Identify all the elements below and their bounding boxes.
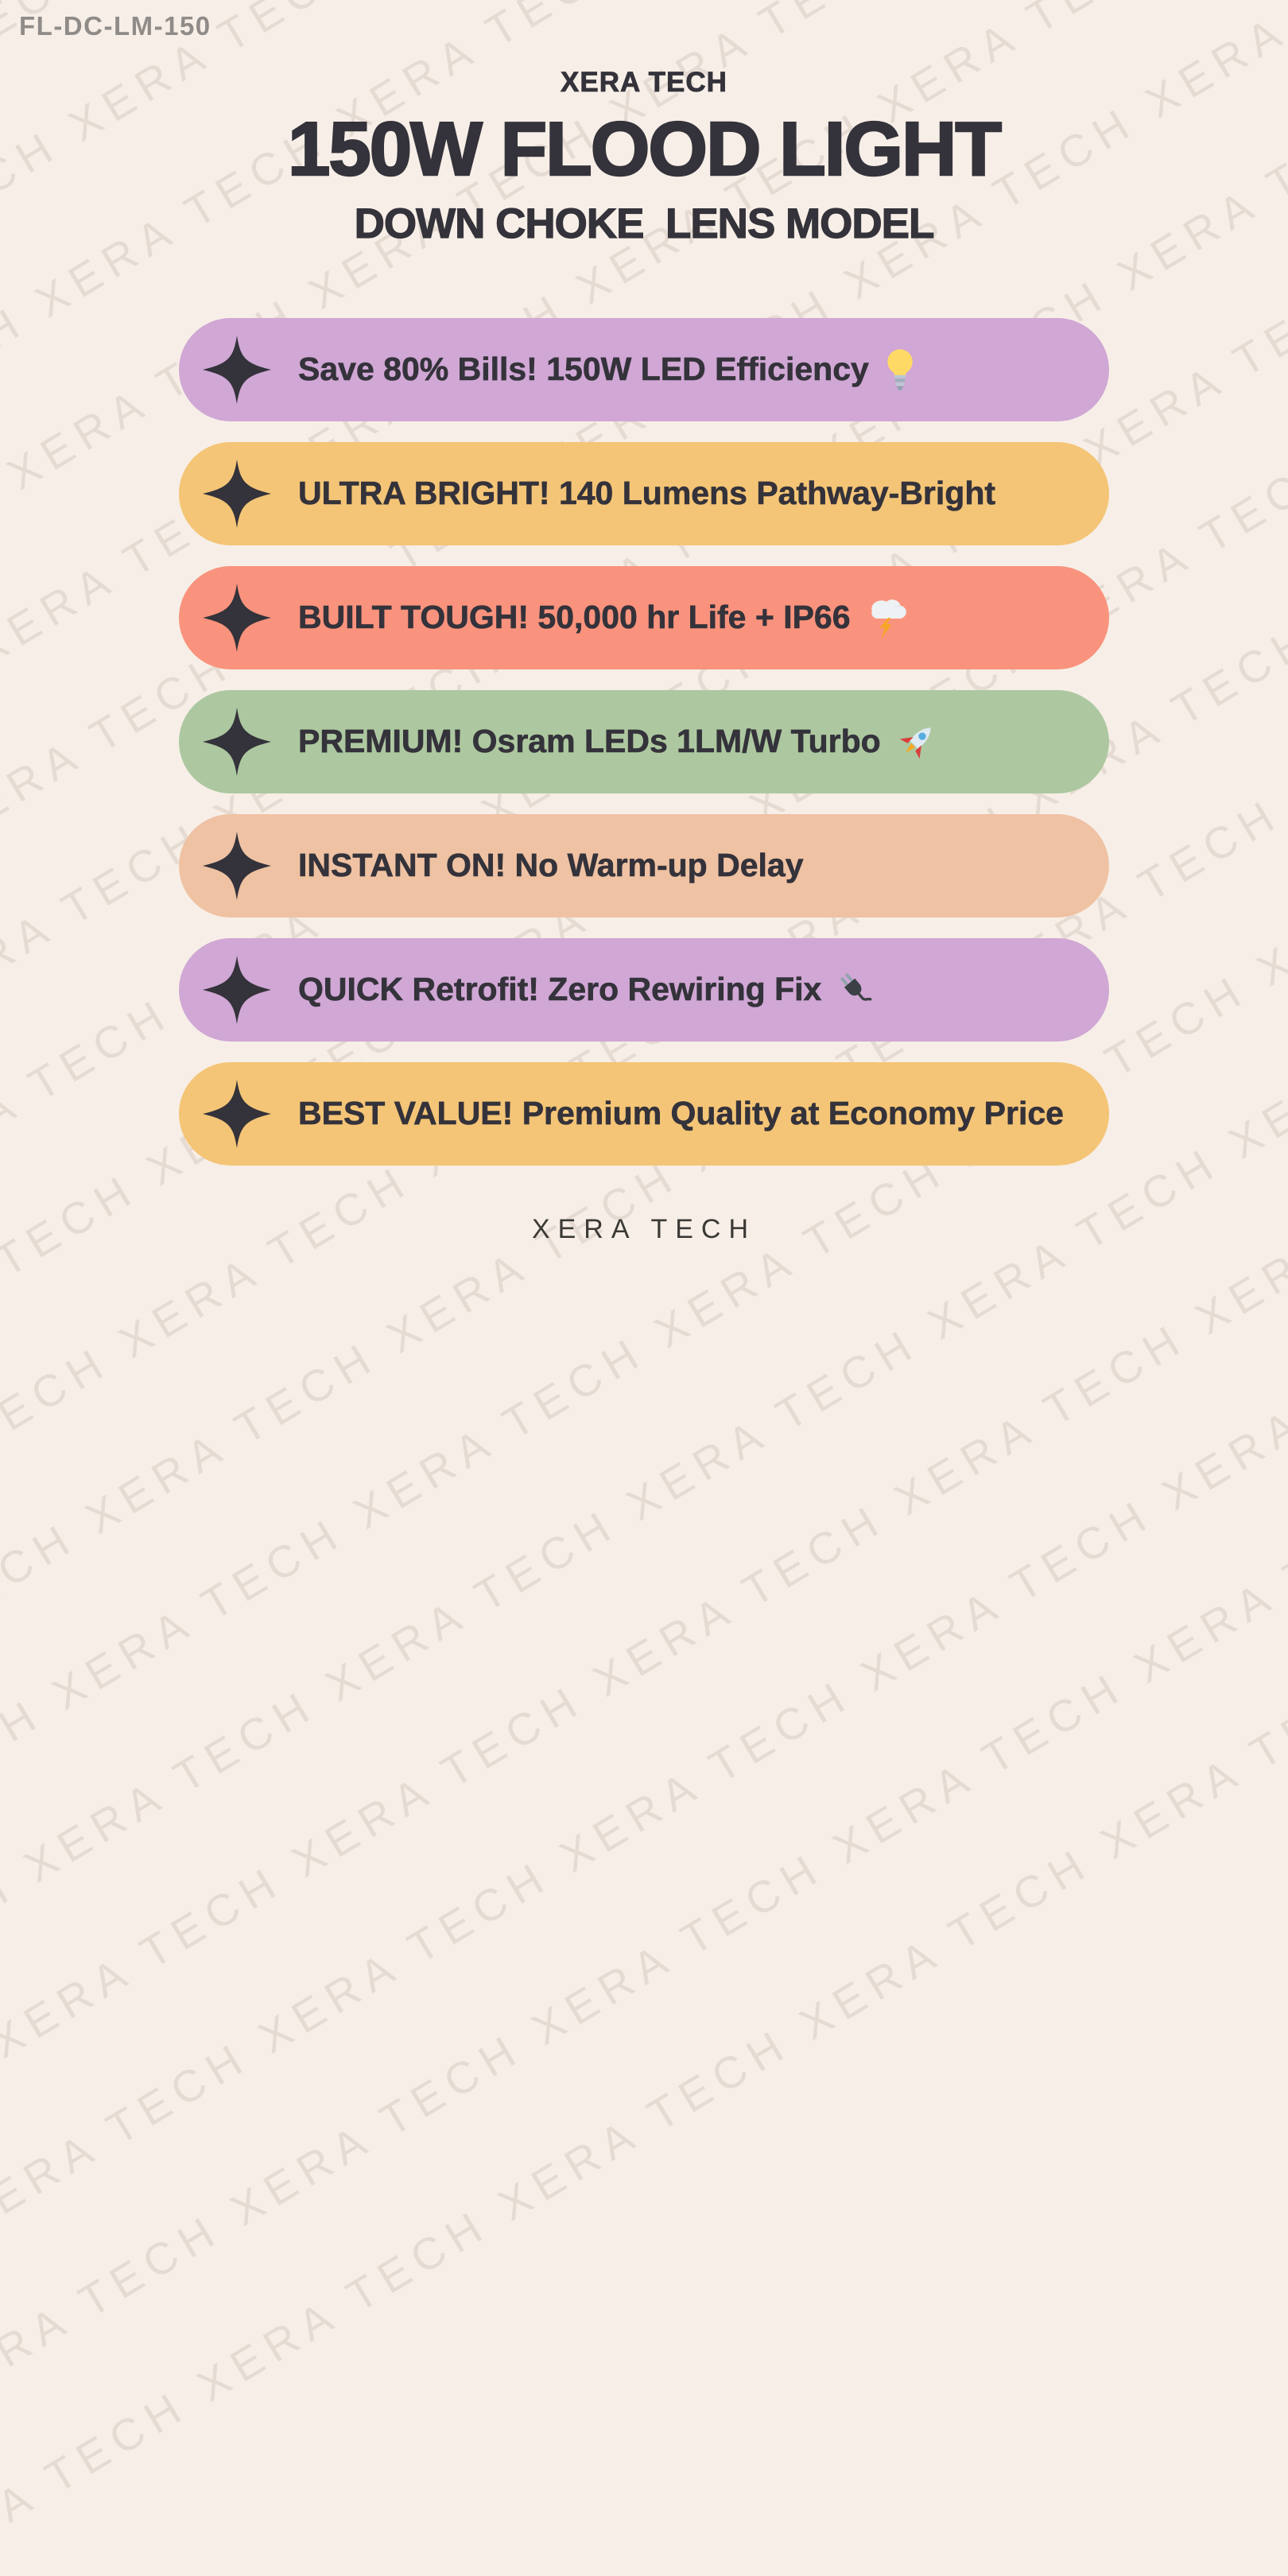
sparkle-icon [203,580,271,656]
brand-header: XERA TECH [561,67,727,99]
sparkle-icon [203,704,271,780]
plug-icon [836,968,875,1011]
rocket-icon [895,720,938,763]
feature-label: Save 80% Bills! 150W LED Efficiency [298,351,869,388]
poster: FL-DC-LM-150 XERA TECH 150W FLOOD LIGHT … [19,11,1109,1244]
feature-label: BEST VALUE! Premium Quality at Economy P… [298,1095,1065,1132]
product-subtitle: DOWN CHOKE LENS MODEL [354,200,935,247]
feature-pill: QUICK Retrofit! Zero Rewiring Fix [179,937,1109,1042]
feature-label: PREMIUM! Osram LEDs 1LM/W Turbo [298,723,881,760]
feature-pill: BUILT TOUGH! 50,000 hr Life + IP66 [179,565,1109,669]
feature-pill: INSTANT ON! No Warm-up Delay [179,813,1109,918]
bulb-icon [883,347,917,392]
feature-label: INSTANT ON! No Warm-up Delay [298,847,804,884]
footer-brand: XERA TECH [531,1214,757,1244]
product-title: 150W FLOOD LIGHT [287,107,1003,192]
feature-label: ULTRA BRIGHT! 140 Lumens Pathway-Bright [298,475,996,512]
sparkle-icon [203,828,271,904]
feature-pill: BEST VALUE! Premium Quality at Economy P… [179,1061,1109,1166]
sparkle-icon [203,1076,271,1152]
features-list: Save 80% Bills! 150W LED Efficiency ULTRA… [179,317,1109,1166]
sparkle-icon [203,332,271,408]
sparkle-icon [203,456,271,532]
feature-pill: PREMIUM! Osram LEDs 1LM/W Turbo [179,689,1109,793]
model-code: FL-DC-LM-150 [19,11,211,41]
feature-pill: ULTRA BRIGHT! 140 Lumens Pathway-Bright [179,441,1109,545]
feature-label: BUILT TOUGH! 50,000 hr Life + IP66 [298,599,851,636]
sparkle-icon [203,952,271,1028]
feature-pill: Save 80% Bills! 150W LED Efficiency [179,317,1109,421]
storm-icon [865,596,908,639]
feature-label: QUICK Retrofit! Zero Rewiring Fix [298,971,822,1008]
